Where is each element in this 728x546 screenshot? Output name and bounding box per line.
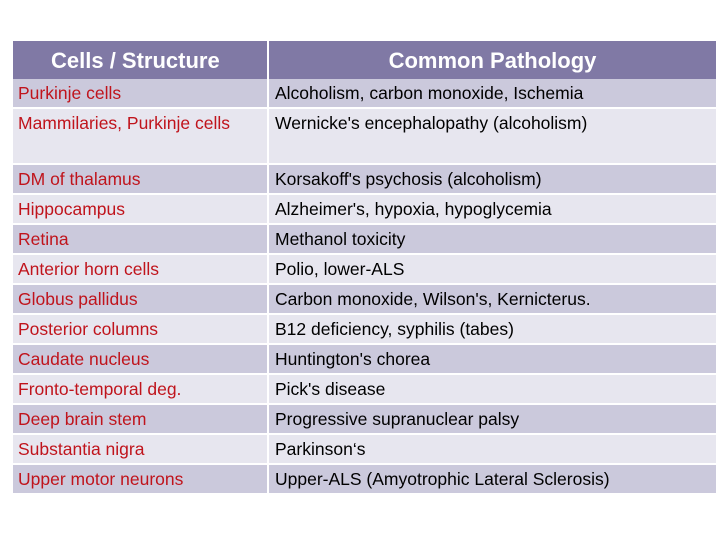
row-cell: Posterior columns [13,314,269,345]
table-header-row: Cells / Structure Common Pathology [13,41,716,79]
row-cell: DM of thalamus [13,164,269,195]
row-pathology: Wernicke's encephalopathy (alcoholism) [268,108,716,165]
table-row: Purkinje cells Alcoholism, carbon monoxi… [13,79,716,109]
table-row: Globus pallidus Carbon monoxide, Wilson'… [13,284,716,315]
row-cell: Purkinje cells [13,79,269,109]
table-row: Fronto-temporal deg. Pick's disease [13,374,716,405]
table-row: Deep brain stem Progressive supranuclear… [13,404,716,435]
row-pathology: Parkinson‘s [268,434,716,465]
row-pathology: Methanol toxicity [268,224,716,255]
row-pathology: Polio, lower-ALS [268,254,716,285]
table-row: Substantia nigra Parkinson‘s [13,434,716,465]
table-row: Hippocampus Alzheimer's, hypoxia, hypogl… [13,194,716,225]
row-cell: Deep brain stem [13,404,269,435]
row-pathology: Korsakoff's psychosis (alcoholism) [268,164,716,195]
table-row: Posterior columns B12 deficiency, syphil… [13,314,716,345]
row-cell: Hippocampus [13,194,269,225]
row-pathology: B12 deficiency, syphilis (tabes) [268,314,716,345]
table-row: Upper motor neurons Upper-ALS (Amyotroph… [13,464,716,495]
row-pathology: Huntington's chorea [268,344,716,375]
row-cell: Anterior horn cells [13,254,269,285]
row-pathology: Pick's disease [268,374,716,405]
row-cell: Retina [13,224,269,255]
header-common-pathology: Common Pathology [268,41,716,79]
row-cell: Caudate nucleus [13,344,269,375]
row-pathology: Alzheimer's, hypoxia, hypoglycemia [268,194,716,225]
table-row: DM of thalamus Korsakoff's psychosis (al… [13,164,716,195]
row-cell: Mammilaries, Purkinje cells [13,108,269,165]
row-pathology: Alcoholism, carbon monoxide, Ischemia [268,79,716,109]
table-row: Anterior horn cells Polio, lower-ALS [13,254,716,285]
row-cell: Substantia nigra [13,434,269,465]
pathology-table: Cells / Structure Common Pathology Purki… [13,41,716,495]
table-row: Caudate nucleus Huntington's chorea [13,344,716,375]
header-cells-structure: Cells / Structure [13,41,269,79]
row-cell: Fronto-temporal deg. [13,374,269,405]
row-cell: Upper motor neurons [13,464,269,495]
table-row: Mammilaries, Purkinje cells Wernicke's e… [13,108,716,165]
row-pathology: Carbon monoxide, Wilson's, Kernicterus. [268,284,716,315]
row-pathology: Upper-ALS (Amyotrophic Lateral Sclerosis… [268,464,716,495]
table-row: Retina Methanol toxicity [13,224,716,255]
row-cell: Globus pallidus [13,284,269,315]
row-pathology: Progressive supranuclear palsy [268,404,716,435]
